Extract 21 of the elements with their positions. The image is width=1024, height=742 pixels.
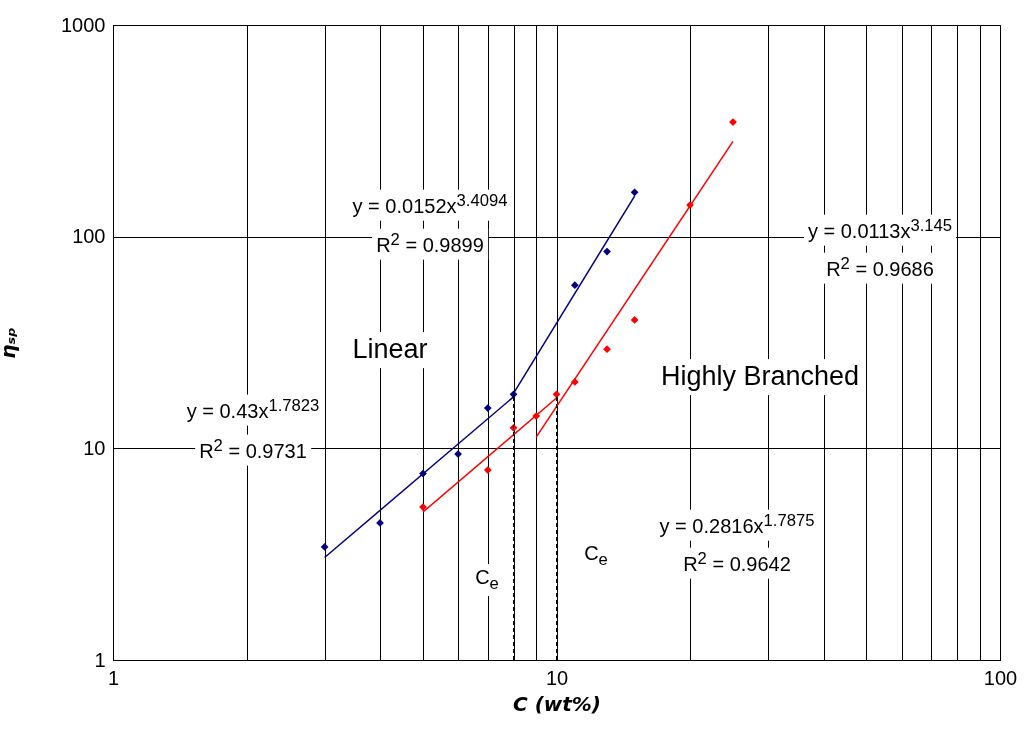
x-tick-label: 10 bbox=[545, 666, 569, 689]
annotation: y = 0.2816x$^{1.7875}$ bbox=[655, 509, 819, 541]
annotation: R$^{2}$ = 0.9731 bbox=[195, 434, 311, 466]
annotation: R$^{2}$ = 0.9899 bbox=[372, 228, 488, 260]
annotation: C$_{e}$ bbox=[580, 540, 612, 572]
x-axis-title: C (wt%) bbox=[513, 691, 601, 716]
x-tick-label: 100 bbox=[983, 666, 1018, 689]
x-tick-label: 1 bbox=[107, 666, 120, 689]
annotation: Highly Branched bbox=[656, 359, 864, 395]
y-tick-label: 1 bbox=[94, 648, 106, 671]
annotation: C$_{e}$ bbox=[471, 564, 503, 596]
annotation: Linear bbox=[348, 332, 432, 368]
y-axis-title: ηₛₚ bbox=[0, 327, 21, 359]
y-tick-label: 100 bbox=[72, 225, 106, 248]
annotation: y = 0.43x$^{1.7823}$ bbox=[182, 394, 324, 426]
annotation: R$^{2}$ = 0.9642 bbox=[679, 547, 795, 579]
annotation: y = 0.0113x$^{3.145}$ bbox=[803, 214, 957, 246]
y-tick-label: 10 bbox=[83, 436, 106, 459]
annotation: y = 0.0152x$^{3.4094}$ bbox=[348, 189, 512, 221]
annotation: R$^{2}$ = 0.9686 bbox=[822, 252, 938, 284]
y-tick-label: 1000 bbox=[61, 13, 106, 36]
